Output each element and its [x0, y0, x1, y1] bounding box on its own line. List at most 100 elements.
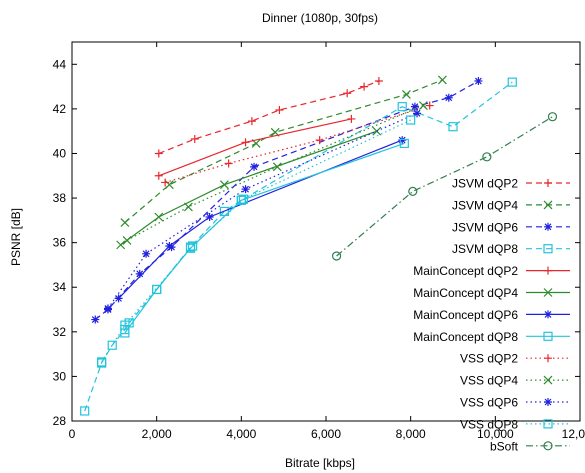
data-point	[410, 102, 419, 111]
data-point	[120, 218, 130, 228]
data-point	[241, 185, 250, 194]
legend-label: VSS dQP4	[460, 374, 518, 388]
chart-title: Dinner (1080p, 30fps)	[262, 11, 378, 25]
data-point	[103, 304, 112, 313]
data-point	[190, 134, 199, 143]
legend-entry: JSVM dQP4	[452, 198, 570, 212]
data-point	[188, 241, 198, 251]
data-point	[154, 149, 163, 158]
data-point	[241, 138, 250, 147]
data-point	[406, 115, 416, 125]
data-point	[114, 294, 123, 303]
series-line	[94, 80, 479, 321]
data-point	[543, 441, 553, 451]
data-point	[544, 354, 552, 363]
data-point	[543, 244, 553, 254]
legend-entry: MainConcept dQP2	[413, 264, 570, 278]
legend-entry: MainConcept dQP4	[413, 286, 570, 300]
series-jsvm-dqp4	[120, 75, 447, 228]
data-point	[399, 138, 409, 149]
x-axis-label: Bitrate [kbps]	[285, 456, 355, 470]
series-line	[336, 116, 553, 257]
series-line	[124, 79, 443, 224]
data-point	[543, 331, 553, 341]
data-point	[107, 340, 117, 350]
data-point	[238, 194, 249, 204]
data-point	[544, 179, 552, 187]
x-tick-label: 0	[69, 427, 76, 441]
legend-label: JSVM dQP2	[452, 177, 518, 191]
data-point	[437, 75, 447, 85]
series-line	[164, 104, 430, 184]
data-point	[219, 180, 229, 190]
data-point	[224, 159, 233, 168]
data-point	[544, 266, 552, 275]
series-mainconcept-dqp4	[116, 126, 382, 250]
legend-label: MainConcept dQP4	[413, 286, 518, 300]
data-point	[444, 93, 453, 102]
series-vss-dqp6	[103, 109, 422, 313]
series-line	[120, 130, 377, 246]
legend: JSVM dQP2 JSVM dQP4 JSVM dQP6 JSVM dQP8 Main…	[413, 177, 570, 453]
data-point	[543, 200, 553, 210]
data-point	[413, 109, 422, 118]
series-mainconcept-dqp2	[154, 114, 356, 180]
legend-entry: VSS dQP2	[460, 352, 570, 366]
data-point	[544, 398, 552, 406]
legend-entry: JSVM dQP2	[452, 177, 570, 191]
data-point	[154, 171, 163, 180]
y-tick-label: 30	[53, 369, 67, 383]
legend-entry: VSS dQP6	[460, 396, 570, 410]
data-point	[275, 105, 284, 114]
data-point	[161, 178, 170, 187]
data-point	[167, 243, 176, 252]
x-tick-label: 10,000	[477, 427, 514, 441]
y-tick-label: 36	[53, 236, 67, 250]
series-mainconcept-dqp6	[114, 136, 407, 303]
legend-entry: JSVM dQP6	[452, 220, 570, 234]
series-mainconcept-dqp8	[120, 138, 409, 338]
series-vss-dqp4	[122, 101, 428, 245]
legend-label: JSVM dQP4	[452, 198, 518, 212]
data-point	[185, 243, 196, 253]
y-tick-label: 32	[53, 325, 67, 339]
data-point	[135, 269, 144, 278]
legend-entry: VSS dQP4	[460, 374, 570, 388]
data-point	[331, 251, 342, 261]
legend-label: JSVM dQP8	[452, 242, 518, 256]
legend-entry: bSoft	[490, 439, 570, 453]
data-point	[120, 320, 130, 330]
legend-label: VSS dQP2	[460, 352, 518, 366]
data-point	[80, 406, 90, 416]
series-group	[80, 75, 558, 416]
series-line	[107, 112, 418, 309]
data-point	[543, 375, 553, 385]
data-point	[205, 213, 214, 222]
legend-label: bSoft	[490, 439, 519, 453]
data-point	[374, 77, 383, 86]
data-point	[543, 419, 553, 429]
y-tick-label: 38	[53, 191, 67, 205]
data-point	[250, 162, 259, 171]
data-point	[315, 136, 324, 145]
legend-entry: MainConcept dQP6	[413, 308, 570, 322]
y-tick-label: 42	[53, 102, 67, 116]
y-tick-label: 44	[53, 57, 67, 71]
legend-entry: VSS dQP8	[460, 417, 570, 431]
data-point	[116, 240, 126, 250]
x-tick-label: 2,000	[142, 427, 172, 441]
x-tick-label: 6,000	[311, 427, 341, 441]
data-point	[122, 235, 132, 245]
y-tick-label: 40	[53, 146, 67, 160]
series-line	[124, 142, 405, 334]
series-line	[126, 104, 424, 241]
x-tick-label: 8,000	[396, 427, 426, 441]
data-point	[408, 186, 418, 196]
y-tick-label: 34	[53, 280, 67, 294]
data-point	[448, 122, 458, 132]
data-point	[397, 102, 407, 112]
series-vss-dqp2	[161, 101, 434, 187]
data-point	[183, 202, 193, 212]
data-point	[402, 89, 411, 99]
